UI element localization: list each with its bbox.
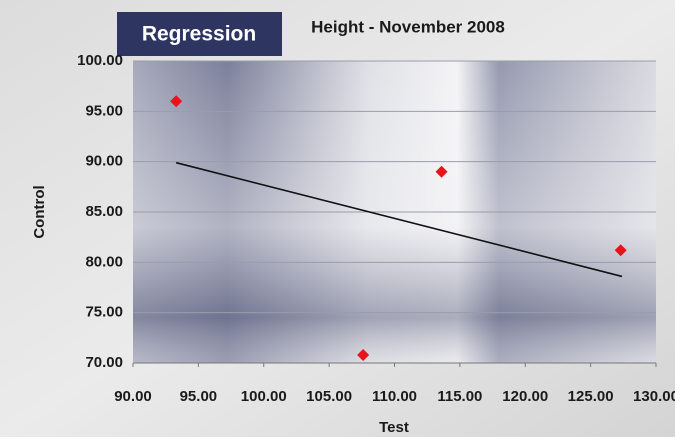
y-tick-label: 80.00 <box>85 253 123 270</box>
chart-title: Height - November 2008 <box>311 17 505 36</box>
x-tick-label: 125.00 <box>568 388 614 405</box>
y-tick-label: 95.00 <box>85 102 123 119</box>
x-tick-label: 105.00 <box>306 388 352 405</box>
point <box>357 348 370 361</box>
point <box>614 244 627 257</box>
x-tick-label: 115.00 <box>437 388 482 405</box>
y-tick-label: 70.00 <box>85 354 123 371</box>
x-tick-label: 100.00 <box>241 388 287 405</box>
y-tick-label: 75.00 <box>85 304 123 321</box>
x-tick-label: 95.00 <box>180 388 218 405</box>
y-tick-label: 90.00 <box>85 153 123 170</box>
badge-box <box>117 12 282 56</box>
point <box>170 95 183 108</box>
y-axis-label: Control <box>31 185 48 238</box>
x-tick-label: 130.00 <box>633 388 675 405</box>
x-tick-label: 120.00 <box>502 388 548 405</box>
x-axis-label: Test <box>379 419 409 436</box>
y-tick-label: 100.00 <box>77 52 123 69</box>
y-tick-label: 85.00 <box>85 203 123 220</box>
x-tick-label: 90.00 <box>114 388 152 405</box>
point <box>435 165 448 178</box>
trendline <box>175 161 623 278</box>
x-tick-label: 110.00 <box>372 388 417 405</box>
badge: Regression <box>142 23 256 46</box>
